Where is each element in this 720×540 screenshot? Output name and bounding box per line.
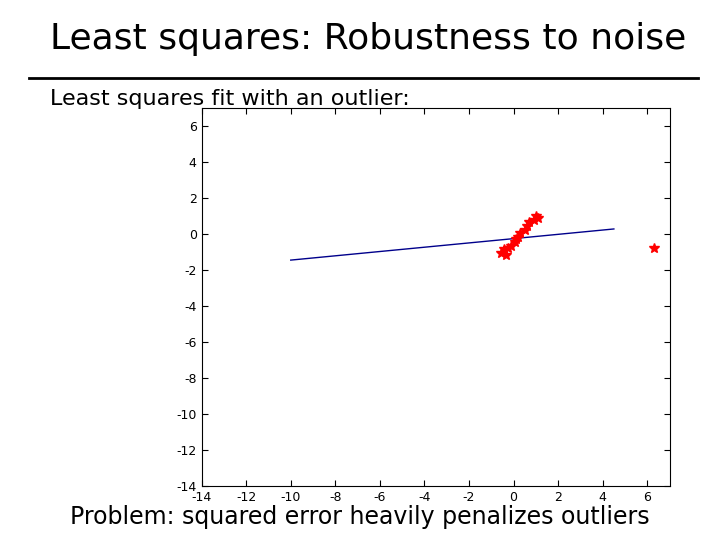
- Text: Problem: squared error heavily penalizes outliers: Problem: squared error heavily penalizes…: [70, 505, 650, 529]
- Text: Least squares: Robustness to noise: Least squares: Robustness to noise: [50, 22, 687, 56]
- Text: Least squares fit with an outlier:: Least squares fit with an outlier:: [50, 89, 410, 109]
